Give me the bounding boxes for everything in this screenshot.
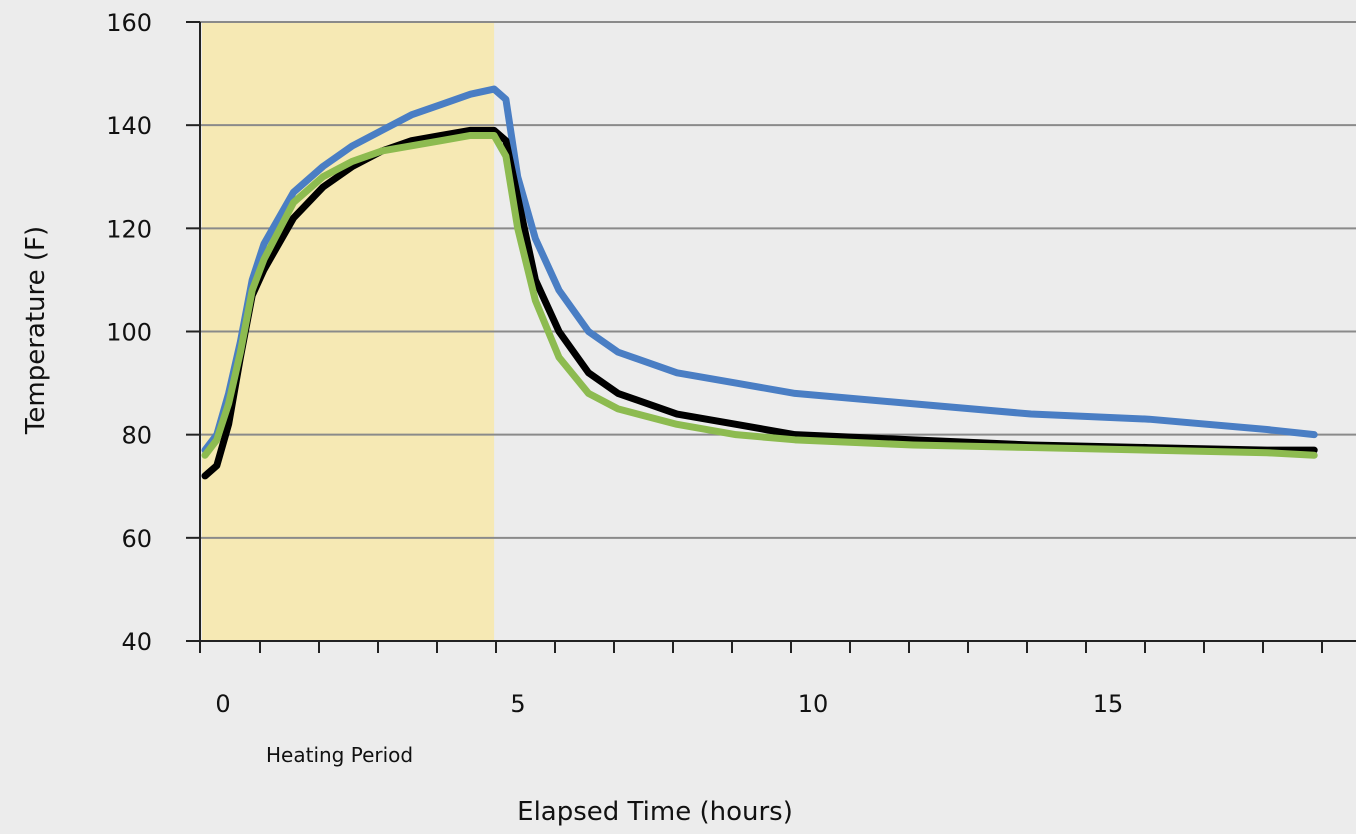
x-axis-title: Elapsed Time (hours) [517,797,793,827]
y-tick-label: 60 [121,525,152,553]
series-line-1 [201,85,1318,454]
series-line-3 [201,131,1318,459]
x-tick-label: 5 [510,690,525,718]
y-tick-label: 140 [106,112,152,140]
y-tick-label: 80 [121,422,152,450]
y-tick-label: 100 [106,319,152,347]
x-tick-label: 0 [215,690,230,718]
y-tick-label: 120 [106,215,152,243]
x-tick-label: 10 [798,690,829,718]
x-tick-label: 15 [1093,690,1124,718]
y-axis-title: Temperature (F) [21,226,51,435]
y-tick-label: 160 [106,9,152,37]
y-tick-label: 40 [121,628,152,656]
axes [186,21,1356,653]
tick-labels: 40 60 80 100 120 140 160 0 5 10 15 [106,9,1123,718]
series-lines [201,85,1318,480]
heating-period-label: Heating Period [266,743,413,767]
